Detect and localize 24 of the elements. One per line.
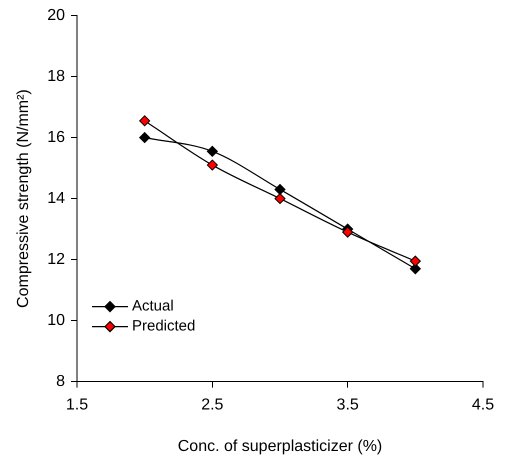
- y-axis-title: Compressive strength (N/mm²): [15, 89, 32, 308]
- point: [342, 226, 354, 238]
- legend-label: Predicted: [132, 318, 196, 335]
- y-tick-label: 8: [56, 373, 66, 390]
- point: [139, 132, 150, 144]
- point: [274, 184, 286, 195]
- point: [410, 263, 421, 274]
- y-tick-label: 20: [47, 7, 66, 24]
- y-tick-label: 16: [47, 129, 66, 146]
- x-tick-label: 1.5: [66, 396, 88, 414]
- y-tick-label: 14: [47, 190, 66, 208]
- x-tick-label: 3.5: [336, 396, 359, 414]
- point: [206, 146, 218, 157]
- x-tick-label: 4.5: [472, 396, 494, 414]
- point: [139, 115, 150, 126]
- point: [410, 256, 421, 267]
- x-tick-label: 2.5: [201, 396, 224, 414]
- y-tick-label: 10: [47, 312, 66, 330]
- y-tick-label: 12: [47, 251, 66, 268]
- point: [274, 193, 286, 204]
- legend-label: Actual: [132, 298, 174, 315]
- x-axis-title: Conc. of superplasticizer (%): [178, 438, 382, 455]
- point: [206, 160, 218, 171]
- y-tick-label: 18: [47, 68, 66, 86]
